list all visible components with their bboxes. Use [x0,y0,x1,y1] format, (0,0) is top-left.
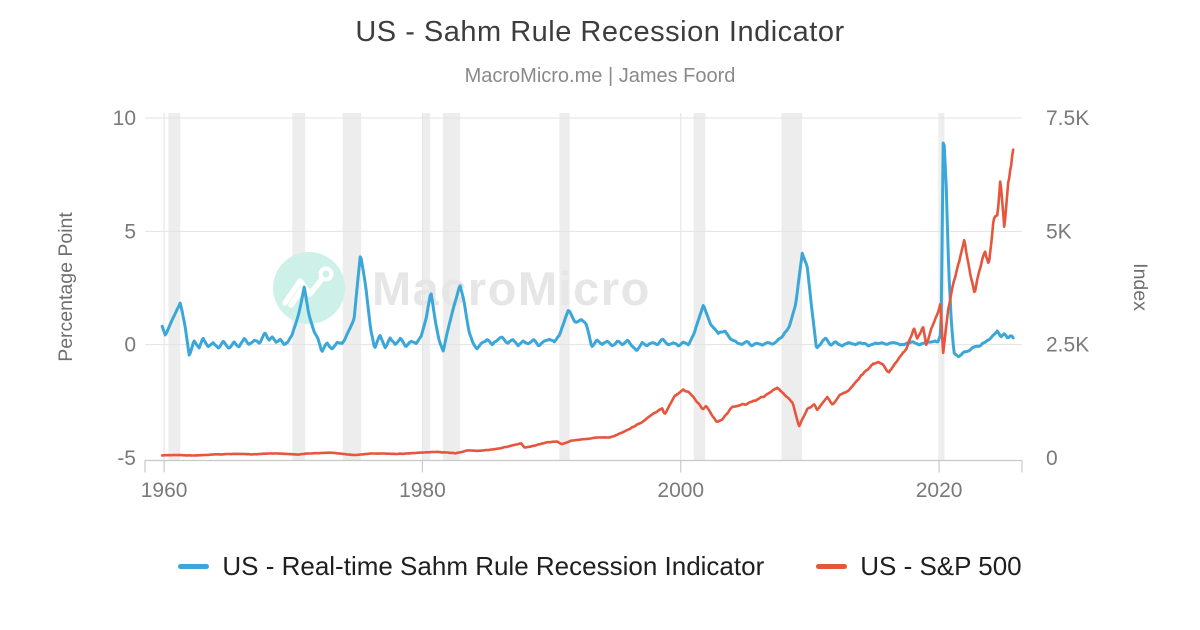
legend-series-dash-icon [816,564,848,569]
sahm-indicator-series-line [160,141,1015,358]
right-axis-tick-label: 0 [1046,447,1058,470]
legend-series-label: US - S&P 500 [860,551,1022,581]
recession-band [342,113,362,461]
chart-plot-area: MacroMicro 1960 1980 2000 2020 10 5 0 -5 7.5K 5K 2.… [55,107,1151,502]
recession-band [693,113,706,461]
legend-item-sahm-indicator[interactable]: US - Real-time Sahm Rule Recession Indic… [178,551,764,582]
recession-band [422,113,431,461]
legend-series-label: US - Real-time Sahm Rule Recession Indic… [222,551,765,581]
chart-title: US - Sahm Rule Recession Indicator [355,16,845,48]
legend-series-dash-icon [178,564,210,569]
recession-band [442,113,461,461]
recession-band [168,113,181,461]
chart-subtitle: MacroMicro.me | James Foord [464,65,736,87]
left-axis-title: Percentage Point [55,212,77,362]
left-axis-tick-label: 10 [113,107,136,130]
right-axis-tick-label: 5K [1046,220,1072,243]
left-axis-tick-label: 5 [124,220,136,243]
x-tick-label: 2020 [916,479,963,502]
recession-band [559,113,570,461]
macromicro-watermark: MacroMicro [273,252,651,324]
legend-item-sp500[interactable]: US - S&P 500 [816,551,1022,582]
x-tick-label: 1980 [399,479,446,502]
x-tick-label: 1960 [141,479,188,502]
right-axis-tick-label: 2.5K [1046,334,1089,357]
sp500-series-line [160,148,1015,457]
x-tick-label: 2000 [657,479,704,502]
left-axis-tick-label: -5 [117,447,136,470]
left-axis-tick-label: 0 [124,334,136,357]
watermark-text: MacroMicro [372,262,651,315]
chart-legend: US - Real-time Sahm Rule Recession Indic… [0,551,1200,582]
recession-band [781,113,803,461]
right-axis-tick-label: 7.5K [1046,107,1089,130]
right-axis-title: Index [1129,263,1151,311]
